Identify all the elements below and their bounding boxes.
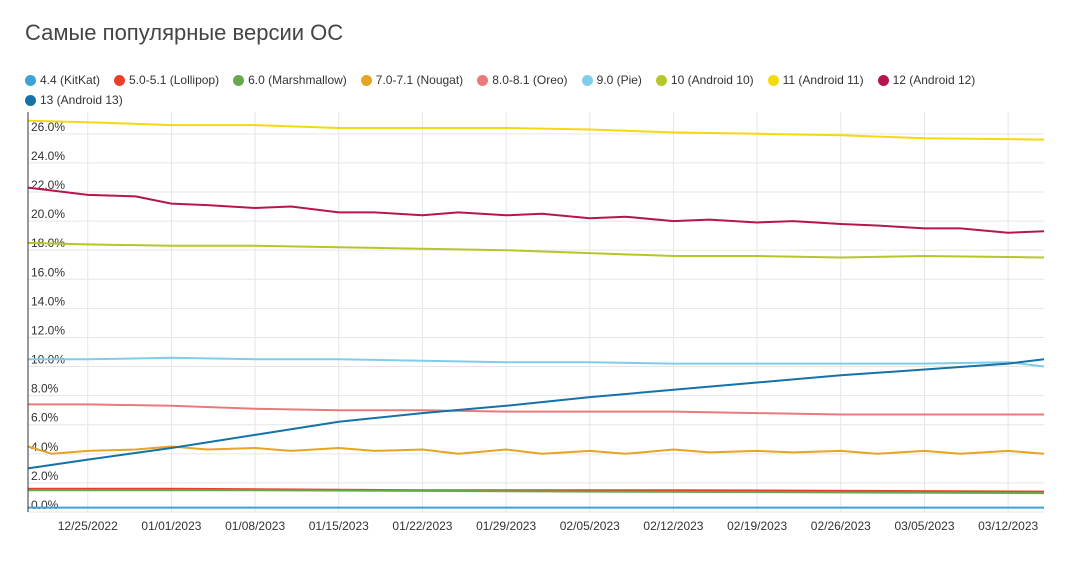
- series-line[interactable]: [27, 241, 1045, 259]
- x-axis-ticks: 12/25/2022 01/01/2023 01/08/2023 01/15/2023…: [58, 519, 1039, 533]
- legend: 4.4 (KitKat) 5.0-5.1 (Lollipop) 6.0 (Marsh…: [25, 70, 1055, 110]
- legend-label: 12 (Android 12): [892, 73, 976, 87]
- legend-label: 9.0 (Pie): [596, 73, 642, 87]
- legend-swatch: [360, 74, 372, 86]
- y-tick-label: 8.0%: [31, 382, 59, 396]
- legend-label: 5.0-5.1 (Lollipop): [129, 73, 220, 87]
- legend-swatch: [114, 74, 126, 86]
- legend-swatch: [25, 74, 36, 86]
- legend-item[interactable]: 12 (Android 12): [877, 70, 976, 90]
- x-tick-label: 02/19/2023: [727, 519, 787, 533]
- legend-label: 8.0-8.1 (Oreo): [492, 73, 568, 87]
- x-tick-label: 02/05/2023: [560, 519, 620, 533]
- x-tick-label: 03/12/2023: [978, 519, 1038, 533]
- y-tick-label: 12.0%: [31, 323, 65, 337]
- y-tick-label: 0.0%: [31, 498, 59, 512]
- series-line[interactable]: [27, 119, 1045, 141]
- series-line[interactable]: [28, 403, 1044, 416]
- x-tick-label: 01/15/2023: [309, 519, 369, 533]
- legend-item[interactable]: 4.4 (KitKat): [25, 70, 100, 90]
- x-tick-label: 02/12/2023: [643, 519, 703, 533]
- x-tick-label: 01/01/2023: [141, 519, 201, 533]
- legend-label: 13 (Android 13): [40, 93, 123, 107]
- legend-item[interactable]: 9.0 (Pie): [581, 70, 642, 90]
- x-tick-label: 12/25/2022: [58, 519, 118, 533]
- series-line[interactable]: [27, 358, 1045, 470]
- x-tick-label: 02/26/2023: [811, 519, 871, 533]
- legend-swatch: [877, 74, 889, 86]
- legend-swatch: [477, 74, 489, 86]
- legend-swatch: [233, 74, 245, 86]
- y-tick-label: 16.0%: [31, 265, 65, 279]
- legend-item[interactable]: 6.0 (Marshmallow): [233, 70, 347, 90]
- y-tick-label: 6.0%: [31, 411, 59, 425]
- series-line[interactable]: [28, 489, 1045, 495]
- y-tick-label: 20.0%: [31, 207, 65, 221]
- chart-title: Самые популярные версии ОС: [25, 20, 344, 45]
- legend-swatch: [581, 74, 593, 86]
- y-tick-label: 2.0%: [31, 469, 59, 483]
- legend-label: 10 (Android 10): [670, 73, 754, 87]
- legend-item[interactable]: 10 (Android 10): [655, 70, 754, 90]
- grid: [28, 112, 1044, 513]
- legend-item[interactable]: 5.0-5.1 (Lollipop): [114, 70, 219, 90]
- legend-label: 7.0-7.1 (Nougat): [375, 73, 464, 87]
- y-tick-label: 24.0%: [31, 149, 65, 163]
- legend-item[interactable]: 8.0-8.1 (Oreo): [477, 70, 568, 90]
- legend-item[interactable]: 7.0-7.1 (Nougat): [360, 70, 464, 90]
- series-line[interactable]: [27, 186, 1045, 234]
- x-tick-label: 01/29/2023: [476, 519, 536, 533]
- series-lines: [27, 119, 1045, 509]
- y-tick-label: 14.0%: [31, 294, 65, 308]
- legend-label: 11 (Android 11): [782, 73, 864, 87]
- x-tick-label: 01/08/2023: [225, 519, 285, 533]
- legend-swatch: [25, 94, 36, 106]
- legend-swatch: [655, 74, 667, 86]
- legend-label: 6.0 (Marshmallow): [248, 73, 347, 87]
- legend-item[interactable]: 13 (Android 13): [25, 90, 123, 110]
- x-tick-label: 03/05/2023: [894, 519, 954, 533]
- legend-item[interactable]: 11 (Android 11): [767, 70, 864, 90]
- x-tick-label: 01/22/2023: [392, 519, 452, 533]
- y-tick-label: 26.0%: [31, 120, 65, 134]
- legend-label: 4.4 (KitKat): [40, 73, 101, 87]
- legend-swatch: [767, 74, 779, 86]
- series-line[interactable]: [28, 356, 1045, 368]
